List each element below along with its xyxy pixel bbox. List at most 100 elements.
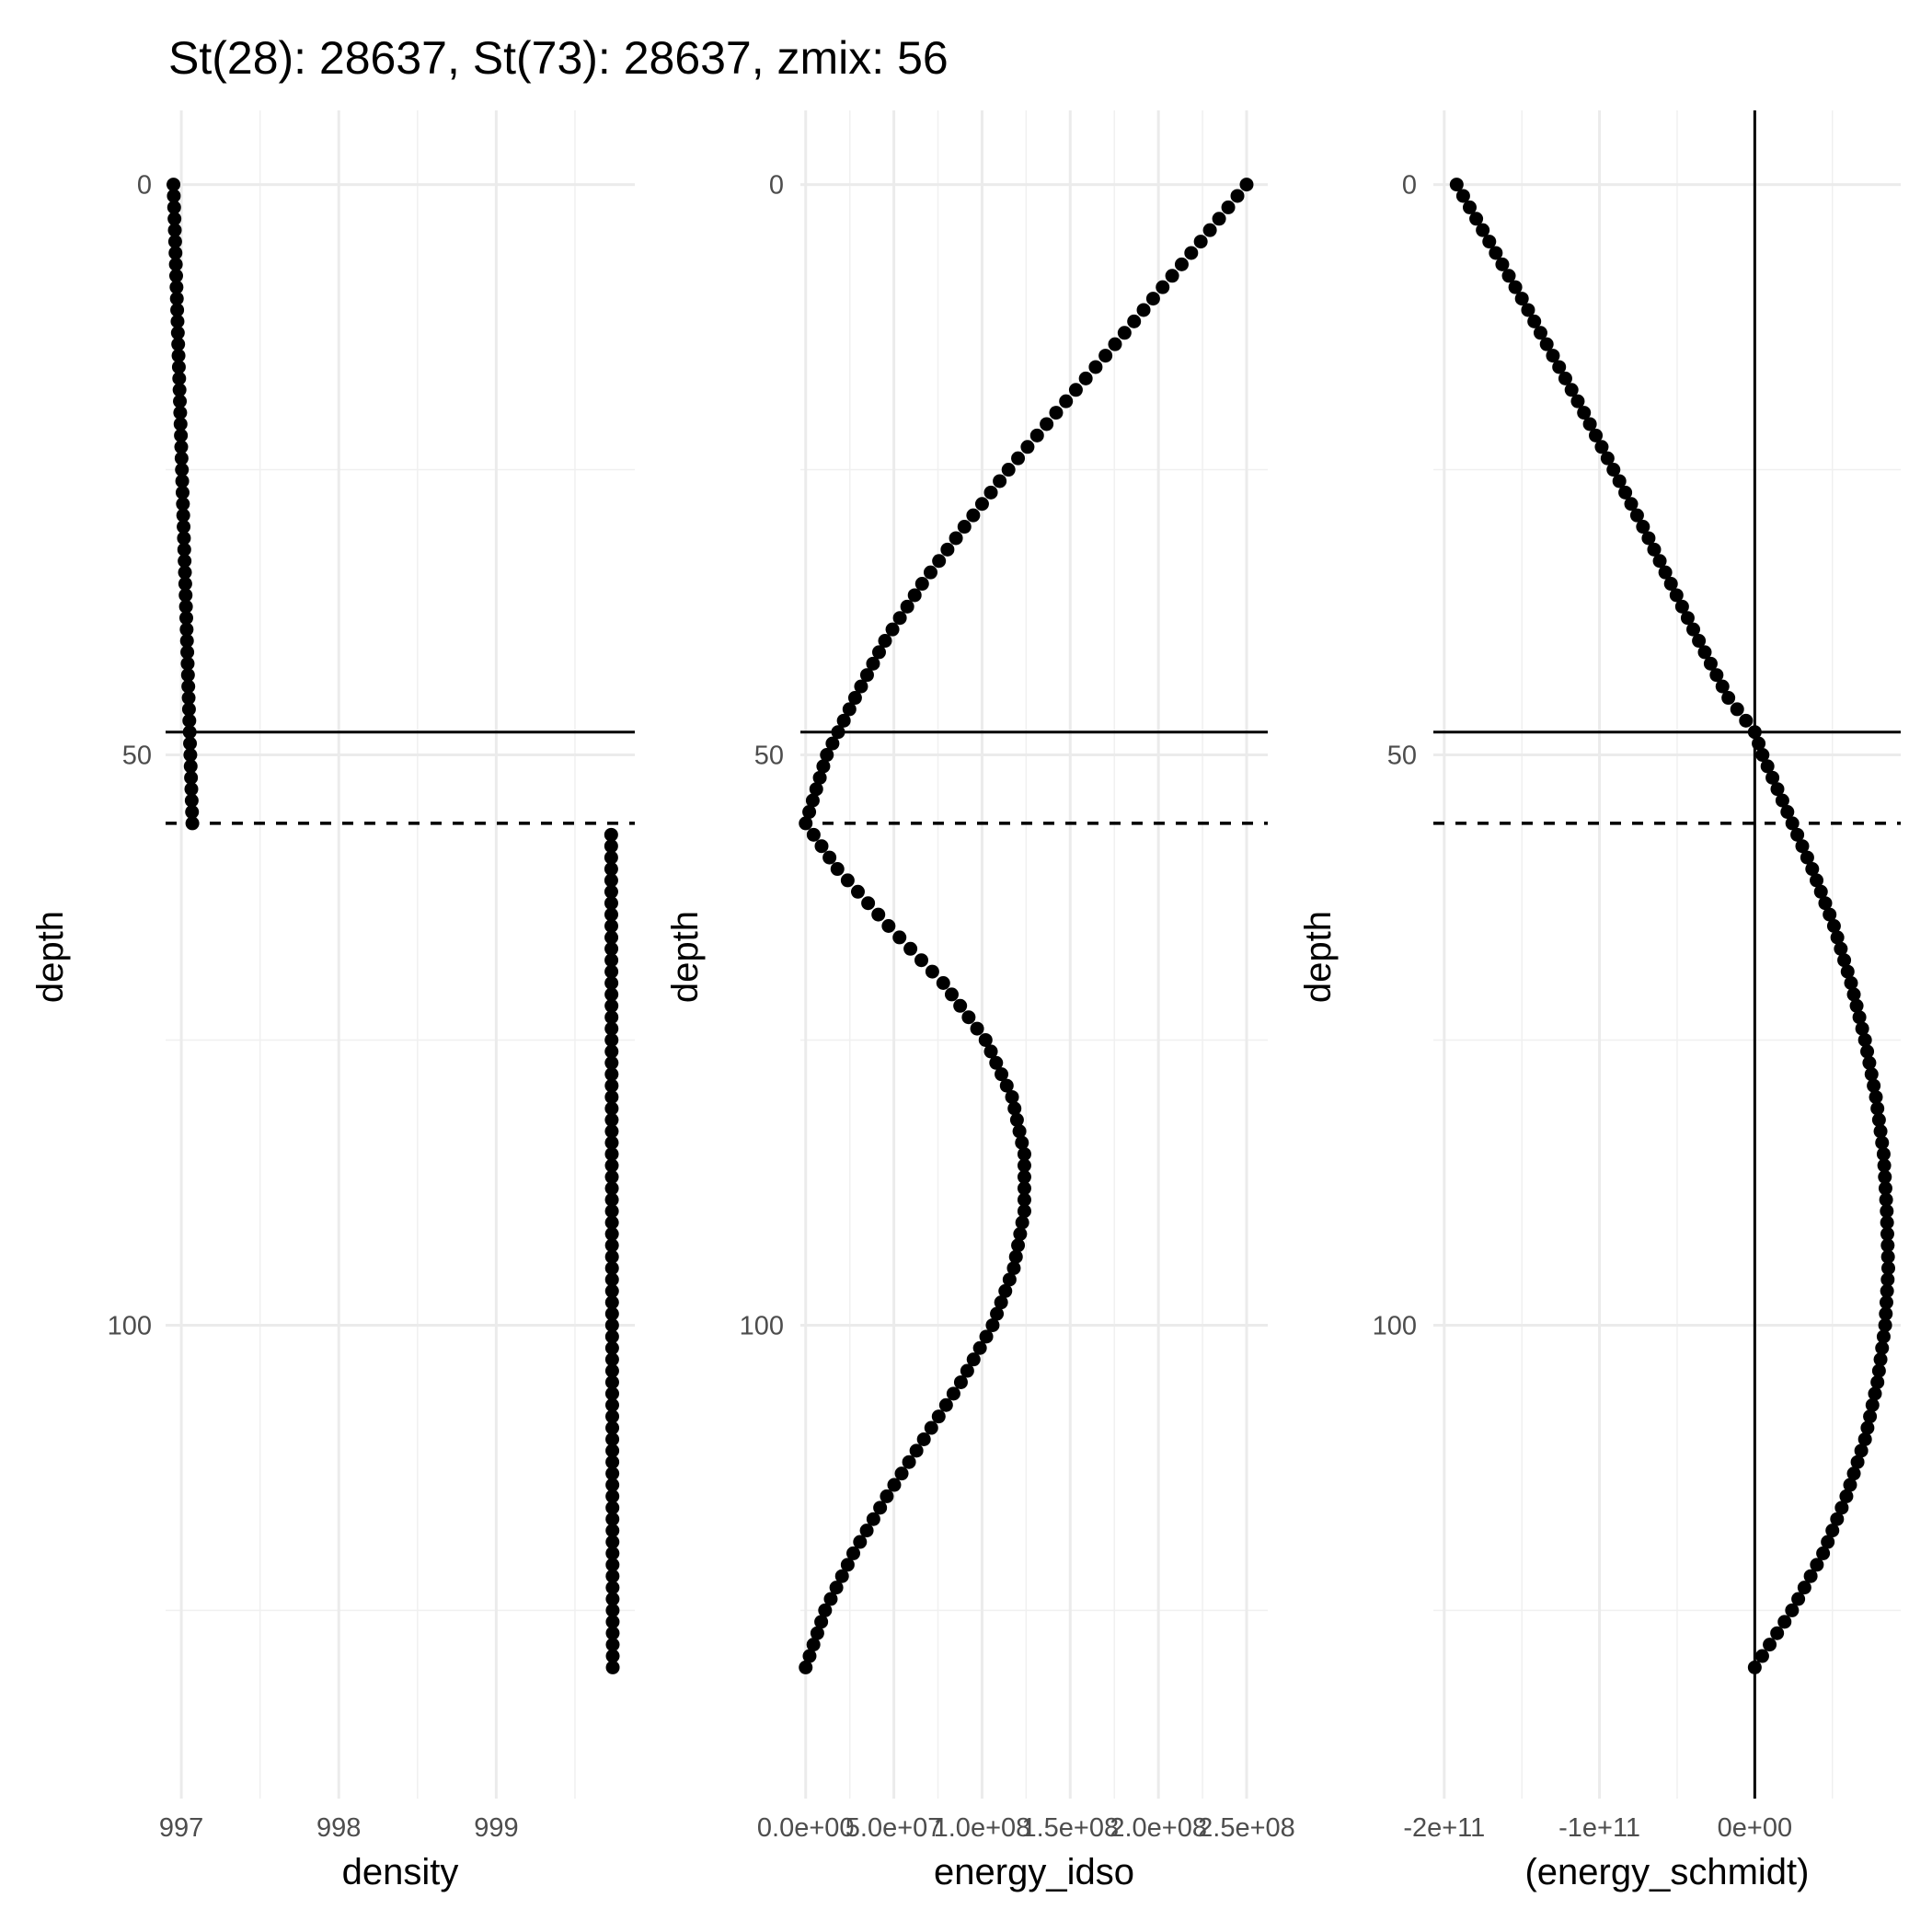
data-point [605,1660,620,1674]
data-point [1174,257,1189,271]
x-tick-label: -1e+11 [1558,1813,1640,1843]
data-point [903,941,918,956]
data-point [1680,611,1695,626]
data-point [171,349,186,363]
x-tick-label: 998 [316,1813,361,1843]
data-point [170,326,185,340]
data-point [1564,383,1579,397]
data-point [1878,1169,1892,1184]
data-point [966,1352,981,1367]
data-point [1577,406,1592,420]
data-point [1823,907,1837,922]
data-point [1880,1238,1895,1253]
data-point [604,1067,619,1082]
data-point [604,1329,619,1344]
data-point [179,622,194,637]
data-point [820,748,834,763]
data-point [605,1615,620,1629]
data-point [799,816,813,831]
panel-energy-schmidt: 0 50 100 -2e+11 -1e+11 0e+00 (energy_schmidt) d… [1298,110,1901,1892]
data-point [604,964,619,979]
data-point [1539,337,1554,351]
data-point [176,508,190,523]
data-point [1878,1181,1892,1196]
data-point [1754,1649,1769,1663]
data-point [1017,1181,1031,1196]
data-point [900,599,914,614]
data-point [1739,713,1754,728]
data-point [604,1317,619,1332]
data-point [1785,1603,1800,1617]
data-point [938,1397,953,1412]
data-point [978,1032,993,1047]
data-point [1837,953,1852,968]
data-point [1582,417,1597,431]
data-point [1825,1524,1840,1538]
data-point [923,565,937,580]
data-point [604,1078,619,1093]
data-point [1868,1386,1882,1401]
data-point [970,1021,984,1036]
data-point [1508,280,1523,294]
data-point [1108,337,1122,351]
data-point [604,1374,619,1389]
data-point [892,611,907,626]
data-point [604,1044,619,1059]
data-point [1040,417,1054,431]
data-point [1692,634,1707,649]
data-point [1013,1226,1028,1241]
y-tick-label: 100 [108,1311,152,1340]
data-point [999,1078,1014,1093]
data-point [604,839,618,854]
data-point [172,371,187,385]
data-point [604,1363,619,1378]
data-point [866,1512,880,1526]
data-point [604,1146,619,1161]
x-tick-label: 997 [159,1813,203,1843]
data-point [914,577,929,592]
data-point [1015,1135,1029,1150]
data-point [1863,1409,1878,1424]
data-point [604,1283,619,1298]
data-point [605,1558,620,1572]
data-point [1552,360,1567,374]
x-tick-label: -2e+11 [1403,1813,1485,1843]
data-point [604,862,618,877]
data-point [1843,1478,1857,1492]
data-point [1136,303,1151,317]
data-point [1839,1489,1854,1503]
data-point [167,178,181,192]
data-point [1880,1260,1895,1275]
data-point [604,827,618,842]
data-point [998,1283,1013,1298]
data-point [604,907,618,922]
data-point [814,1615,829,1629]
panel-energy-idso: 0 50 100 0.0e+005.0e+071.0e+081.5e+082.0e+0… [665,110,1295,1892]
data-point [1697,645,1712,660]
data-point [822,850,837,865]
data-point [990,1306,1005,1321]
data-point [966,508,981,523]
data-point [989,1055,1004,1070]
data-point [173,417,188,431]
data-point [1715,679,1730,694]
data-point [1558,371,1572,385]
data-point [605,1581,620,1595]
data-point [1533,326,1547,340]
y-tick-label: 50 [122,742,152,771]
data-point [1495,257,1510,271]
x-tick-label: 2.0e+08 [1110,1813,1207,1843]
data-point [605,1466,620,1481]
data-point [1834,941,1848,956]
data-point [180,645,195,660]
data-point [178,611,193,626]
data-point [180,656,195,671]
data-point [171,337,186,351]
chart-title: St(28): 28637, St(73): 28637, zmix: 56 [168,32,949,84]
data-point [605,1512,620,1526]
data-point [1476,223,1490,237]
data-point [1647,542,1662,557]
data-point [1846,987,1861,1002]
data-point [1850,1455,1865,1469]
data-point [1606,463,1621,477]
